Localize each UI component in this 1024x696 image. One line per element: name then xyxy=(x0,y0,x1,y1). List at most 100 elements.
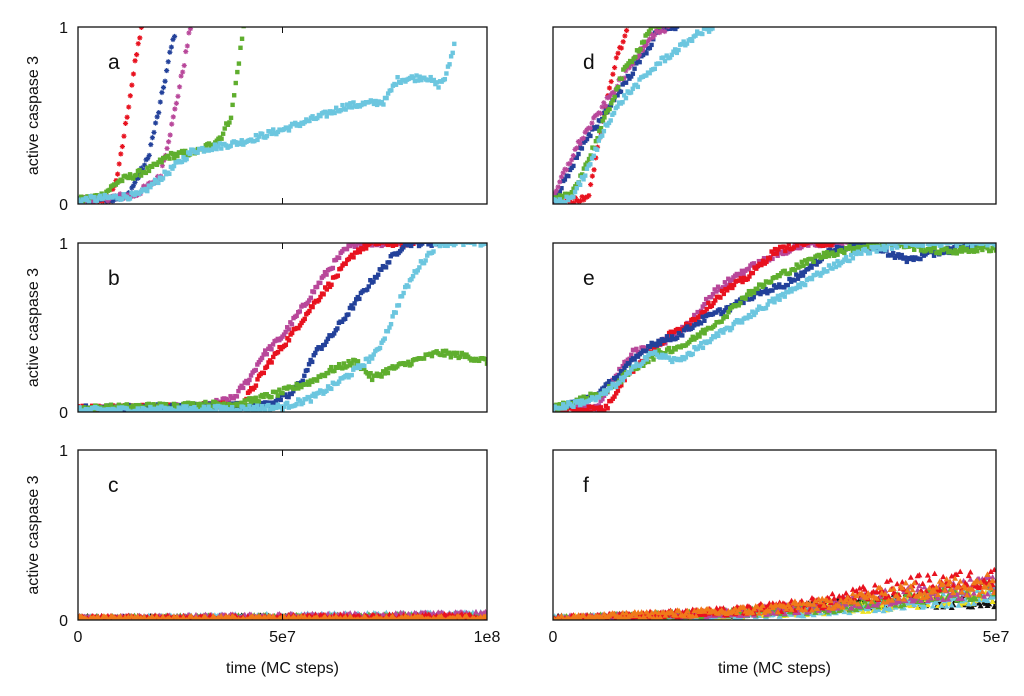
data-point xyxy=(566,173,571,179)
data-point xyxy=(795,276,801,281)
data-point xyxy=(785,290,791,295)
data-point xyxy=(264,400,269,405)
data-point xyxy=(693,33,698,38)
data-point xyxy=(333,257,339,263)
data-point xyxy=(553,190,558,196)
data-point xyxy=(305,367,310,373)
data-point xyxy=(132,58,138,64)
data-point xyxy=(190,401,196,406)
data-point xyxy=(233,80,238,86)
data-point xyxy=(585,160,590,166)
data-point xyxy=(172,106,178,112)
data-point xyxy=(329,282,334,287)
data-point xyxy=(579,194,585,200)
data-point xyxy=(253,395,258,400)
data-point xyxy=(854,251,859,257)
data-point xyxy=(929,248,934,254)
data-point xyxy=(145,165,150,170)
data-point xyxy=(684,41,690,46)
data-point xyxy=(326,281,331,286)
data-point xyxy=(370,99,375,104)
data-point xyxy=(157,99,163,105)
data-point xyxy=(712,334,718,340)
data-point xyxy=(286,394,291,400)
data-point xyxy=(135,406,140,411)
data-point xyxy=(566,198,571,203)
data-point xyxy=(132,192,137,198)
data-point xyxy=(664,334,670,339)
data-point xyxy=(319,346,324,351)
data-point xyxy=(896,252,901,257)
data-point xyxy=(343,261,348,267)
data-point xyxy=(961,245,966,250)
data-point xyxy=(244,378,249,384)
data-point xyxy=(600,118,605,124)
data-point xyxy=(308,399,314,404)
data-point xyxy=(820,270,825,276)
data-point xyxy=(598,405,604,410)
data-point xyxy=(649,42,654,48)
data-point xyxy=(802,258,808,263)
data-point xyxy=(820,238,824,242)
data-point xyxy=(280,390,285,396)
data-point xyxy=(159,163,165,169)
data-point xyxy=(307,395,312,400)
data-point xyxy=(382,371,387,376)
data-point xyxy=(390,243,396,248)
data-point xyxy=(673,27,678,32)
data-point xyxy=(612,394,617,399)
data-point xyxy=(753,310,758,315)
data-point xyxy=(693,335,699,340)
data-point xyxy=(646,36,653,42)
data-point xyxy=(825,250,830,255)
data-point xyxy=(349,303,354,308)
data-point xyxy=(738,276,744,281)
data-point xyxy=(670,359,675,365)
data-point xyxy=(617,373,622,378)
data-point xyxy=(178,73,184,79)
data-point xyxy=(329,386,334,392)
panel-b-data xyxy=(78,238,487,412)
data-point xyxy=(447,350,452,355)
data-point xyxy=(667,55,673,60)
data-point xyxy=(674,50,680,56)
data-point xyxy=(615,84,621,90)
data-point xyxy=(177,402,183,408)
data-point xyxy=(346,105,351,110)
data-point xyxy=(731,282,737,288)
data-point xyxy=(588,409,593,412)
data-point xyxy=(818,273,823,278)
data-point xyxy=(283,392,288,397)
data-point xyxy=(383,265,389,270)
data-point xyxy=(848,246,854,251)
data-point xyxy=(615,50,621,56)
data-point xyxy=(176,405,181,410)
data-point xyxy=(623,363,629,368)
data-point xyxy=(340,102,345,108)
data-point xyxy=(958,245,963,251)
data-point xyxy=(442,76,448,82)
data-point xyxy=(349,252,355,258)
data-point xyxy=(954,243,960,248)
series-cyan xyxy=(78,41,457,204)
data-point xyxy=(130,71,137,77)
data-point xyxy=(622,33,628,39)
data-point xyxy=(602,115,607,120)
data-point xyxy=(116,402,122,407)
data-point xyxy=(381,238,385,242)
data-point xyxy=(918,248,924,253)
data-point xyxy=(710,27,715,31)
data-point xyxy=(599,104,605,110)
data-point xyxy=(157,157,163,162)
data-point xyxy=(314,284,320,290)
data-point xyxy=(164,145,170,152)
data-point xyxy=(126,193,133,199)
data-point xyxy=(377,345,383,351)
data-point xyxy=(642,354,648,360)
data-point xyxy=(267,129,273,134)
data-point xyxy=(436,85,441,90)
data-point xyxy=(980,247,985,253)
data-point xyxy=(939,243,944,248)
data-point xyxy=(248,373,254,378)
